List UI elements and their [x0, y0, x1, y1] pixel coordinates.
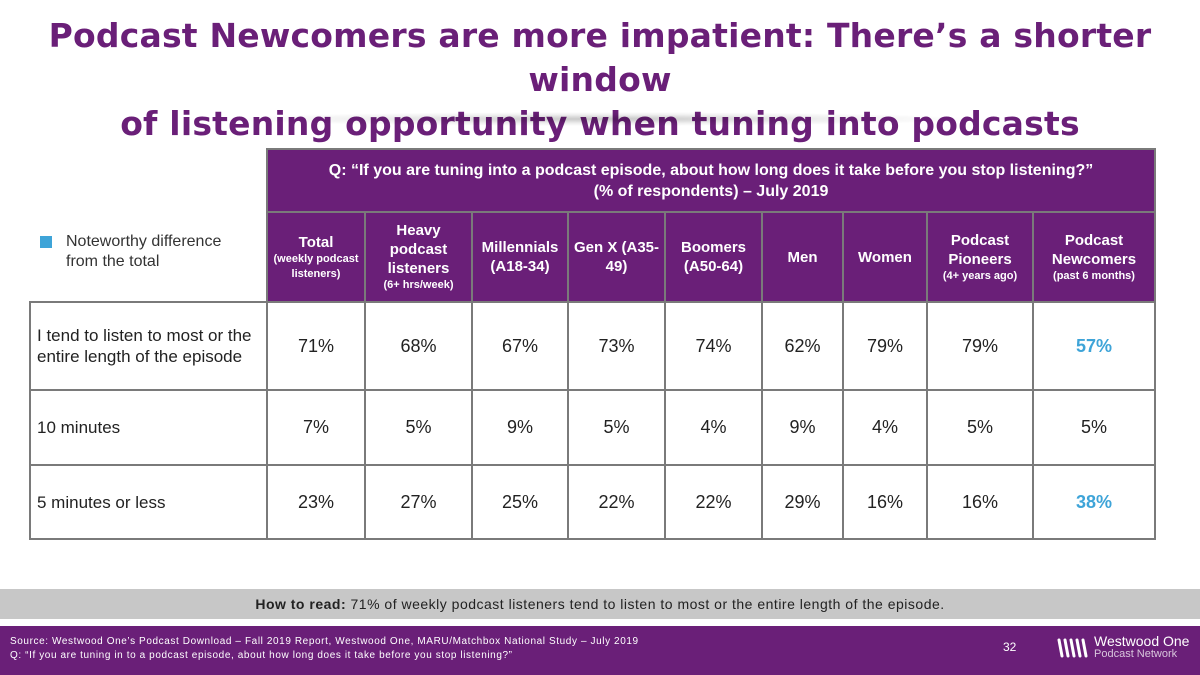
col-header-genx: Gen X (A35-49): [567, 211, 666, 303]
how-to-read-label: How to read:: [255, 596, 347, 612]
value-cell: 79%: [842, 301, 928, 391]
legend: Noteworthy difference from the total: [40, 232, 256, 272]
value-cell-highlighted: 57%: [1032, 301, 1156, 391]
col-header-boomers: Boomers (A50-64): [664, 211, 763, 303]
legend-label: Noteworthy difference from the total: [66, 233, 222, 270]
col-label: Millennials (A18-34): [481, 239, 559, 275]
col-label: Total: [298, 233, 334, 251]
question-text: Q: “If you are tuning into a podcast epi…: [328, 161, 1094, 179]
value-cell: 4%: [664, 389, 763, 466]
title-line-2: of listening opportunity when tuning int…: [120, 104, 1080, 143]
col-label: Women: [858, 248, 912, 266]
logo-subtitle: Podcast Network: [1094, 648, 1178, 660]
table-row: 5 minutes or less 23% 27% 25% 22% 22% 29…: [29, 464, 1156, 540]
value-cell: 71%: [266, 301, 366, 391]
col-label: Heavy podcast listeners: [387, 222, 450, 277]
page-title: Podcast Newcomers are more impatient: Th…: [0, 14, 1200, 146]
results-table: Q: “If you are tuning into a podcast epi…: [29, 148, 1156, 540]
value-cell: 7%: [266, 389, 366, 466]
value-cell: 5%: [567, 389, 666, 466]
value-cell: 74%: [664, 301, 763, 391]
value-cell: 5%: [926, 389, 1034, 466]
col-header-millennials: Millennials (A18-34): [471, 211, 569, 303]
col-header-women: Women: [842, 211, 928, 303]
table-row: 10 minutes 7% 5% 9% 5% 4% 9% 4% 5% 5%: [29, 389, 1156, 466]
logo-name: Westwood One: [1094, 633, 1190, 649]
value-cell: 23%: [266, 464, 366, 540]
source-note: Source: Westwood One’s Podcast Download …: [10, 636, 639, 647]
legend-swatch: [40, 236, 52, 248]
footer: Source: Westwood One’s Podcast Download …: [0, 626, 1200, 675]
question-note: Q: “If you are tuning in to a podcast ep…: [10, 650, 513, 661]
value-cell: 22%: [664, 464, 763, 540]
value-cell: 16%: [842, 464, 928, 540]
col-header-newcomers: Podcast Newcomers (past 6 months): [1032, 211, 1156, 303]
col-sublabel: (weekly podcast listeners): [273, 252, 359, 280]
how-to-read-text: 71% of weekly podcast listeners tend to …: [350, 596, 945, 612]
value-cell: 9%: [471, 389, 569, 466]
value-cell: 9%: [761, 389, 844, 466]
question-header: Q: “If you are tuning into a podcast epi…: [266, 148, 1156, 213]
table-row: I tend to listen to most or the entire l…: [29, 301, 1156, 391]
row-label: 10 minutes: [29, 389, 268, 466]
col-label: Gen X (A35-49): [573, 239, 660, 275]
waveform-logo-icon: [1057, 638, 1088, 658]
value-cell-highlighted: 38%: [1032, 464, 1156, 540]
blank-corner: [30, 149, 267, 212]
value-cell: 67%: [471, 301, 569, 391]
footer-notes: Source: Westwood One’s Podcast Download …: [10, 635, 639, 663]
col-sublabel: (4+ years ago): [942, 269, 1018, 282]
col-header-men: Men: [761, 211, 844, 303]
value-cell: 22%: [567, 464, 666, 540]
value-cell: 27%: [364, 464, 473, 540]
question-subtext: (% of respondents) – July 2019: [593, 182, 829, 200]
row-label: I tend to listen to most or the entire l…: [29, 301, 268, 391]
col-header-total: Total (weekly podcast listeners): [266, 211, 366, 303]
value-cell: 5%: [364, 389, 473, 466]
blank-legend-cell: [30, 212, 267, 302]
col-label: Men: [787, 248, 818, 266]
col-sublabel: (past 6 months): [1053, 269, 1135, 282]
westwood-one-logo: Westwood One Podcast Network: [1056, 633, 1190, 661]
row-label: 5 minutes or less: [29, 464, 268, 540]
how-to-read-band: How to read: 71% of weekly podcast liste…: [0, 589, 1200, 619]
value-cell: 25%: [471, 464, 569, 540]
value-cell: 62%: [761, 301, 844, 391]
value-cell: 73%: [567, 301, 666, 391]
col-label: Podcast Pioneers: [948, 231, 1012, 268]
col-label: Boomers (A50-64): [680, 239, 747, 275]
value-cell: 4%: [842, 389, 928, 466]
col-header-heavy: Heavy podcast listeners (6+ hrs/week): [364, 211, 473, 303]
value-cell: 79%: [926, 301, 1034, 391]
value-cell: 68%: [364, 301, 473, 391]
title-divider-shadow: [230, 112, 970, 126]
value-cell: 29%: [761, 464, 844, 540]
col-header-pioneers: Podcast Pioneers (4+ years ago): [926, 211, 1034, 303]
page-number: 32: [1003, 640, 1017, 654]
col-sublabel: (6+ hrs/week): [383, 279, 454, 291]
col-label: Podcast Newcomers: [1051, 231, 1137, 268]
value-cell: 16%: [926, 464, 1034, 540]
value-cell: 5%: [1032, 389, 1156, 466]
title-line-1: Podcast Newcomers are more impatient: Th…: [48, 16, 1152, 99]
